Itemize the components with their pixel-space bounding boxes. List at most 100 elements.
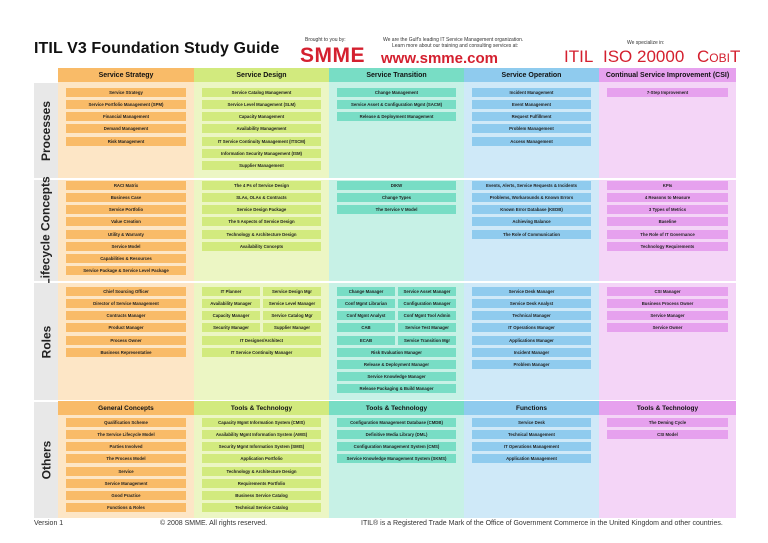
lifecycle-item: 4 Reasons to Measure	[607, 193, 728, 203]
lifecycle-item: The Role of IT Governance	[607, 229, 728, 239]
lifecycle-item: Service Package & Service Level Package	[66, 266, 186, 276]
others-subheader-operation: Functions	[464, 401, 599, 415]
section-label-others: Others	[34, 402, 58, 518]
others-item: Requirements Portfolio	[202, 478, 321, 488]
role-item: Service Asset Manager	[398, 287, 456, 296]
processes-item: Request Fulfillment	[472, 112, 591, 122]
section-label-processes: Processes	[34, 83, 58, 178]
roles-item: Process Owner	[66, 335, 186, 345]
section-label-roles: Roles	[34, 283, 58, 400]
column-header-design: Service Design	[194, 68, 329, 82]
role-item: Capacity Manager	[202, 311, 260, 321]
role-item: Security Manager	[202, 323, 260, 333]
lifecycle-item: KPIs	[607, 181, 728, 190]
others-item: Service Knowledge Management System (SKM…	[337, 454, 456, 464]
others-item: Business Service Catalog	[202, 490, 321, 500]
lifecycle-item: Known Error Database (KEDB)	[472, 205, 591, 215]
others-item: Service Management	[66, 478, 186, 488]
lifecycle-item: Utility & Warranty	[66, 229, 186, 239]
cobit-logo: CobiT	[697, 47, 741, 66]
roles-item: Business Process Owner	[607, 299, 728, 309]
others-item: Technology & Architecture Design	[202, 466, 321, 476]
tagline-2: Learn more about our training and consul…	[392, 43, 519, 49]
lifecycle-item: 3 Types of Metrics	[607, 205, 728, 215]
others-item: Capacity Mgmt Information System (CMIS)	[202, 418, 321, 427]
role-item: Service Design Mgr	[263, 287, 321, 296]
section-label-lifecycle: Lifecycle Concepts	[34, 176, 58, 285]
lifecycle-item: Service Portfolio	[66, 205, 186, 215]
role-item: Risk Evaluation Manager	[337, 347, 456, 357]
others-item: The Service Lifecycle Model	[66, 430, 186, 440]
role-item: Service Catalog Mgr	[263, 311, 321, 321]
processes-item: Demand Management	[66, 124, 186, 134]
page-title: ITIL V3 Foundation Study Guide	[34, 40, 280, 57]
roles-item: Chief Sourcing Officer	[66, 287, 186, 296]
role-item: IT Service Continuity Manager	[202, 347, 321, 357]
roles-item: CSI Manager	[607, 287, 728, 296]
others-item: Application Portfolio	[202, 454, 321, 464]
lifecycle-item: Value Creation	[66, 217, 186, 227]
role-item: Service Test Manager	[398, 323, 456, 333]
version-label: Version 1	[34, 520, 64, 527]
roles-item: Technical Manager	[472, 311, 591, 321]
processes-item: Supplier Management	[202, 160, 321, 170]
smme-logo: SMME	[300, 44, 365, 67]
lifecycle-item: SLAs, OLAs & Contracts	[202, 193, 321, 203]
column-header-csi: Continual Service Improvement (CSI)	[599, 68, 736, 82]
others-item: Configuration Management System (CMS)	[337, 442, 456, 452]
others-item: IT Operations Management	[472, 442, 591, 452]
role-item: CAB	[337, 323, 395, 333]
role-item: Conf Mgmt Librarian	[337, 299, 395, 309]
roles-item: Applications Manager	[472, 335, 591, 345]
lifecycle-item: RACI Matrix	[66, 181, 186, 190]
role-item: Change Manager	[337, 287, 395, 296]
role-item: Configuration Manager	[398, 299, 456, 309]
column-header-transition: Service Transition	[329, 68, 464, 82]
tagline-1: We are the Gulf's leading IT Service Man…	[383, 37, 524, 43]
role-item: ECAB	[337, 335, 395, 345]
column-header-operation: Service Operation	[464, 68, 599, 82]
lifecycle-item: The 4 Ps of Service Design	[202, 181, 321, 190]
lifecycle-item: The Service V Model	[337, 205, 456, 215]
others-item: Service	[66, 466, 186, 476]
section-label-text: Processes	[39, 100, 54, 161]
processes-item: Change Management	[337, 88, 456, 97]
processes-item: Service Catalog Management	[202, 88, 321, 97]
others-subheader-design: Tools & Technology	[194, 401, 329, 415]
trademark-label: ITIL® is a Registered Trade Mark of the …	[361, 520, 723, 527]
others-item: Parties Involved	[66, 442, 186, 452]
others-item: Definitive Media Library (DML)	[337, 430, 456, 440]
role-item: IT Planner	[202, 287, 260, 296]
others-subheader-transition: Tools & Technology	[329, 401, 464, 415]
processes-item: Release & Deployment Management	[337, 112, 456, 122]
roles-item: Director of Service Management	[66, 299, 186, 309]
others-item: Application Management	[472, 454, 591, 464]
others-item: Technical Service Catalog	[202, 503, 321, 513]
section-label-text: Lifecycle Concepts	[39, 175, 53, 286]
column-header-strategy: Service Strategy	[58, 68, 194, 82]
processes-item: 7-Step Improvement	[607, 88, 728, 97]
processes-item: Financial Management	[66, 112, 186, 122]
lifecycle-item: Technology & Architecture Design	[202, 229, 321, 239]
role-item: Supplier Manager	[263, 323, 321, 333]
lifecycle-item: Capabilities & Resources	[66, 253, 186, 263]
role-item: Release & Deployment Manager	[337, 359, 456, 369]
role-item: Availability Manager	[202, 299, 260, 309]
role-item: Conf Mgmt Analyst	[337, 311, 395, 321]
brought-by-label: Brought to you by:	[305, 37, 346, 43]
iso-20000-logo: ISO 20000	[603, 47, 685, 66]
lifecycle-item: Availability Concepts	[202, 241, 321, 251]
others-item: The Process Model	[66, 454, 186, 464]
processes-item: Availability Management	[202, 124, 321, 134]
roles-item: Incident Manager	[472, 347, 591, 357]
lifecycle-item: Business Case	[66, 193, 186, 203]
copyright-label: © 2008 SMME. All rights reserved.	[160, 520, 268, 527]
website-link[interactable]: www.smme.com	[381, 50, 498, 67]
processes-item: Service Strategy	[66, 88, 186, 97]
others-item: CSI Model	[607, 430, 728, 440]
processes-item: Service Asset & Configuration Mgmt (SACM…	[337, 100, 456, 110]
roles-item: Business Representative	[66, 347, 186, 357]
section-label-text: Roles	[39, 325, 53, 358]
lifecycle-item: Change Types	[337, 193, 456, 203]
processes-item: Incident Management	[472, 88, 591, 97]
